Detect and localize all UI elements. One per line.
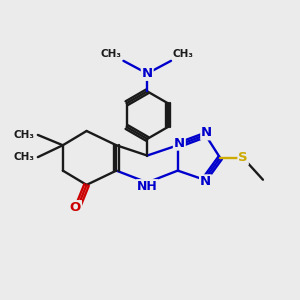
Text: NH: NH <box>137 180 158 193</box>
Text: CH₃: CH₃ <box>14 152 35 162</box>
Text: N: N <box>200 175 211 188</box>
Text: N: N <box>142 67 153 80</box>
Text: CH₃: CH₃ <box>14 130 35 140</box>
Text: CH₃: CH₃ <box>173 49 194 59</box>
Text: CH₃: CH₃ <box>100 49 122 59</box>
Text: N: N <box>174 137 185 150</box>
Text: S: S <box>238 152 248 164</box>
Text: O: O <box>70 201 81 214</box>
Text: N: N <box>201 127 212 140</box>
